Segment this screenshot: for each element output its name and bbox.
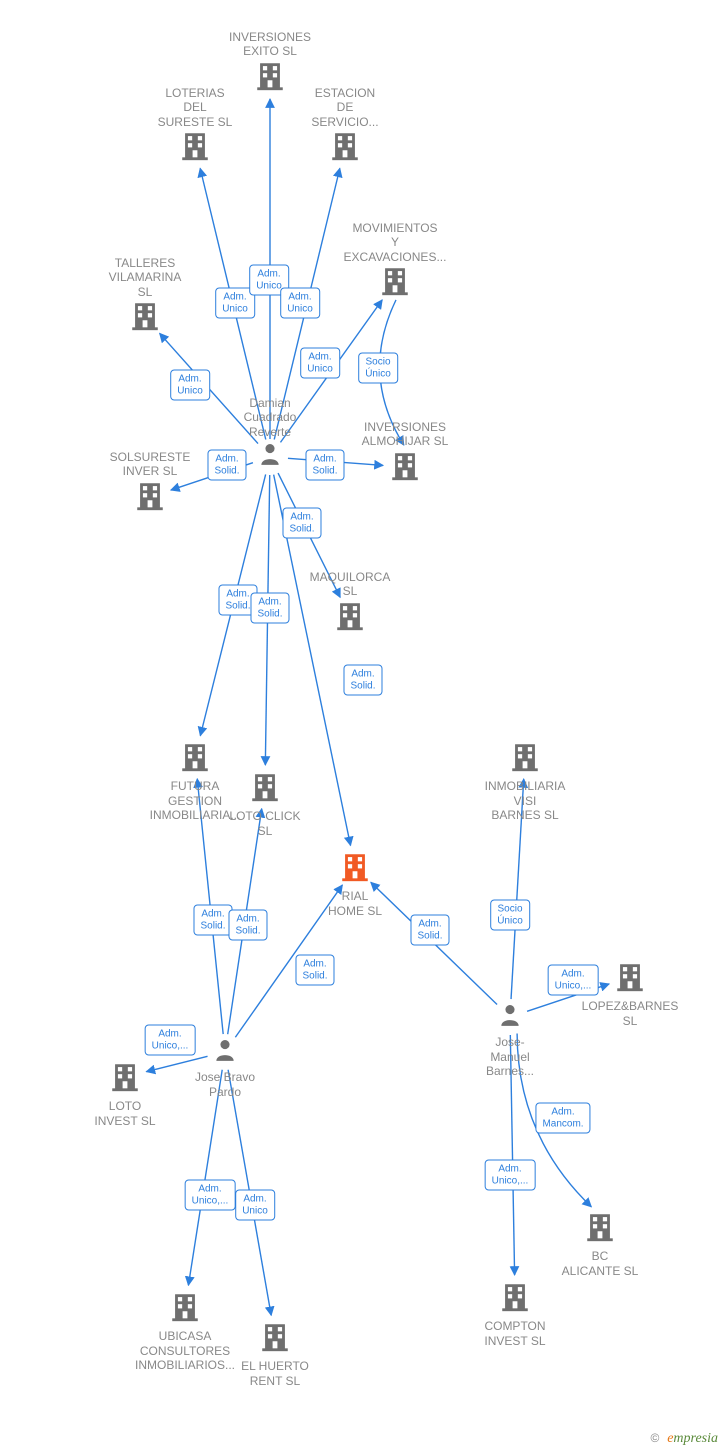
node-label: INVERSIONESEXITO SL xyxy=(215,30,325,59)
company-node-loto_invest[interactable]: LOTOINVEST SL xyxy=(70,1060,180,1128)
copyright-symbol: © xyxy=(650,1431,659,1445)
edge-label: SocioÚnico xyxy=(358,353,398,384)
edge-label: Adm.Mancom. xyxy=(535,1103,590,1134)
edge-label: Adm.Solid. xyxy=(193,905,232,936)
company-node-inversiones_almohijar[interactable]: INVERSIONESALMOHIJAR SL xyxy=(350,418,460,486)
node-label: TALLERESVILAMARINASL xyxy=(90,256,200,299)
node-label: EL HUERTORENT SL xyxy=(220,1359,330,1388)
company-node-compton_invest[interactable]: COMPTONINVEST SL xyxy=(460,1280,570,1348)
edge-label: Adm.Solid. xyxy=(410,915,449,946)
edge-label: Adm.Unico,... xyxy=(145,1025,196,1056)
brand-rest: mpresia xyxy=(673,1431,718,1446)
edge-label: Adm.Unico xyxy=(170,370,210,401)
node-label: Jose-ManuelBarnes... xyxy=(455,1035,565,1078)
node-label: MOVIMIENTOSYEXCAVACIONES... xyxy=(340,221,450,264)
edge-label: Adm.Solid. xyxy=(207,450,246,481)
edge-label: Adm.Solid. xyxy=(305,450,344,481)
edge-label: Adm.Solid. xyxy=(250,593,289,624)
node-label: LOTOINVEST SL xyxy=(70,1099,180,1128)
edge-label: Adm.Solid. xyxy=(343,665,382,696)
company-node-rial_home[interactable]: RIALHOME SL xyxy=(300,850,410,918)
company-node-solsureste[interactable]: SOLSURESTEINVER SL xyxy=(95,448,205,516)
edge-label: Adm.Unico xyxy=(280,288,320,319)
company-node-movimientos_exc[interactable]: MOVIMIENTOSYEXCAVACIONES... xyxy=(340,219,450,302)
node-label: LOTO CLICKSL xyxy=(210,809,320,838)
company-node-inmobiliaria_visi[interactable]: INMOBILIARIAVISIBARNES SL xyxy=(470,740,580,823)
node-label: BCALICANTE SL xyxy=(545,1249,655,1278)
node-label: COMPTONINVEST SL xyxy=(460,1319,570,1348)
node-label: LOTERIASDELSURESTE SL xyxy=(140,86,250,129)
edge-label: Adm.Unico,... xyxy=(185,1180,236,1211)
edge-label: Adm.Unico,... xyxy=(485,1160,536,1191)
edge-label: Adm.Unico xyxy=(300,348,340,379)
node-label: DamianCuadradoReverte xyxy=(215,396,325,439)
node-label: MAQUILORCASL xyxy=(295,570,405,599)
edge-line xyxy=(188,1070,222,1285)
company-node-loto_click[interactable]: LOTO CLICKSL xyxy=(210,770,320,838)
company-node-maquilorca[interactable]: MAQUILORCASL xyxy=(295,568,405,636)
edge-label: Adm.Solid. xyxy=(282,508,321,539)
watermark: © empresia xyxy=(650,1429,718,1447)
person-node-jose_manuel[interactable]: Jose-ManuelBarnes... xyxy=(455,1000,565,1079)
company-node-estacion_servicio[interactable]: ESTACIONDESERVICIO... xyxy=(290,84,400,167)
node-label: LOPEZ&BARNESSL xyxy=(575,999,685,1028)
company-node-loterias_sureste[interactable]: LOTERIASDELSURESTE SL xyxy=(140,84,250,167)
edge-label: Adm.Unico xyxy=(235,1190,275,1221)
edge-label: SocioÚnico xyxy=(490,900,530,931)
node-label: Jose BravoPardo xyxy=(170,1070,280,1099)
edge-label: Adm.Unico,... xyxy=(548,965,599,996)
node-label: RIALHOME SL xyxy=(300,889,410,918)
company-node-bc_alicante[interactable]: BCALICANTE SL xyxy=(545,1210,655,1278)
node-label: INVERSIONESALMOHIJAR SL xyxy=(350,420,460,449)
node-label: SOLSURESTEINVER SL xyxy=(95,450,205,479)
company-node-el_huerto[interactable]: EL HUERTORENT SL xyxy=(220,1320,330,1388)
edge-label: Adm.Solid. xyxy=(295,955,334,986)
node-label: INMOBILIARIAVISIBARNES SL xyxy=(470,779,580,822)
edge-label: Adm.Solid. xyxy=(228,910,267,941)
node-label: ESTACIONDESERVICIO... xyxy=(290,86,400,129)
company-node-talleres_vilamarina[interactable]: TALLERESVILAMARINASL xyxy=(90,254,200,337)
